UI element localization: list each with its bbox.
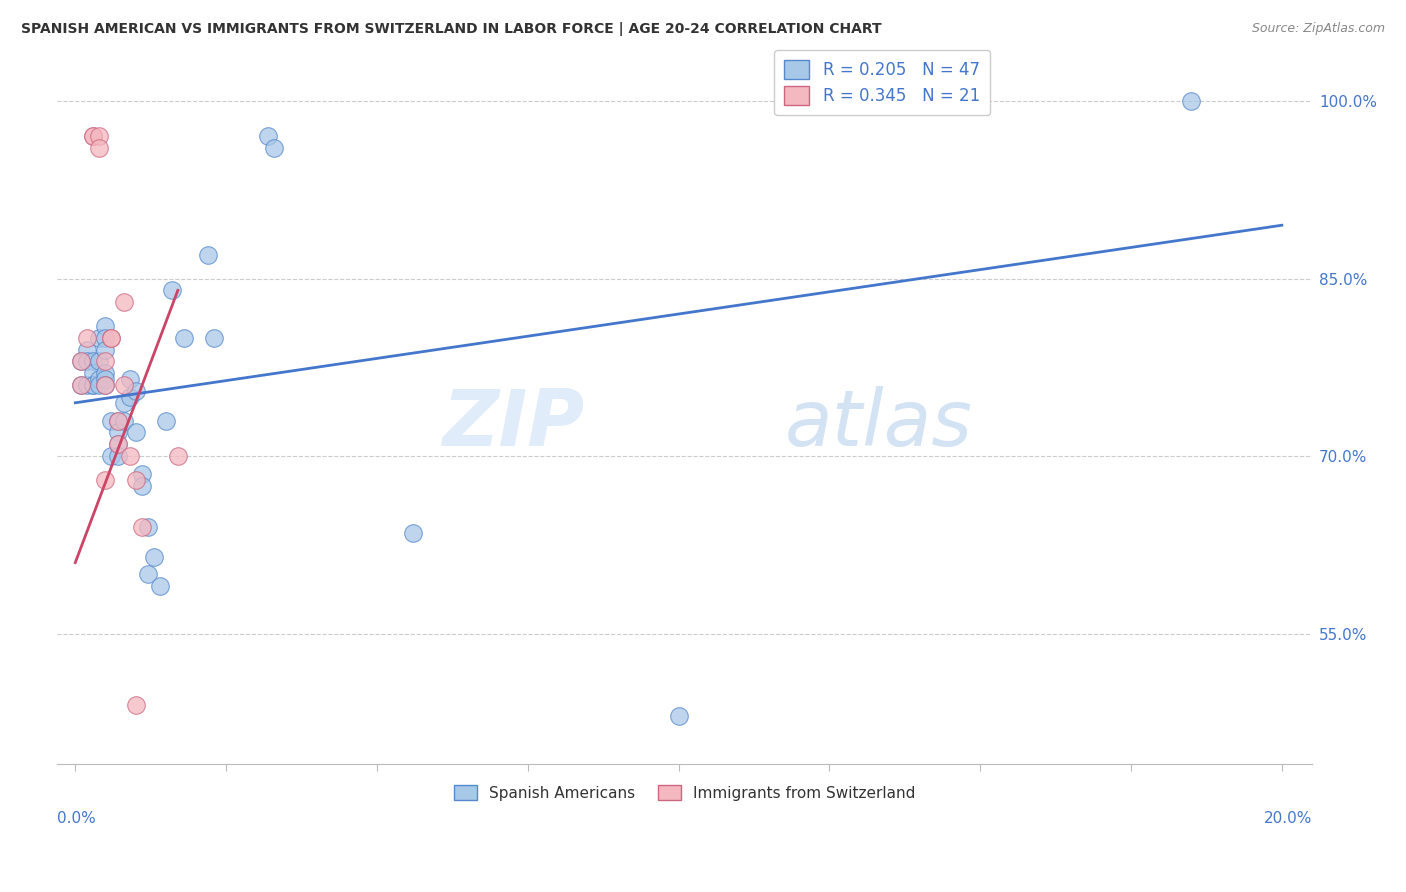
Point bbox=[82, 354, 104, 368]
Point bbox=[89, 331, 111, 345]
Point bbox=[173, 331, 195, 345]
Point bbox=[107, 413, 129, 427]
Point bbox=[124, 698, 146, 712]
Point bbox=[76, 378, 98, 392]
Point bbox=[70, 378, 93, 392]
Point bbox=[131, 520, 153, 534]
Point bbox=[107, 437, 129, 451]
Point bbox=[118, 390, 141, 404]
Point bbox=[100, 331, 122, 345]
Point bbox=[76, 354, 98, 368]
Point bbox=[124, 384, 146, 398]
Point bbox=[94, 318, 117, 333]
Point bbox=[94, 354, 117, 368]
Point bbox=[94, 331, 117, 345]
Point bbox=[82, 129, 104, 144]
Point bbox=[202, 331, 225, 345]
Point bbox=[155, 413, 177, 427]
Point bbox=[82, 366, 104, 380]
Point bbox=[82, 378, 104, 392]
Point bbox=[160, 283, 183, 297]
Point bbox=[668, 709, 690, 723]
Point bbox=[94, 473, 117, 487]
Point bbox=[70, 378, 93, 392]
Point bbox=[100, 331, 122, 345]
Text: 0.0%: 0.0% bbox=[58, 811, 96, 826]
Point bbox=[118, 449, 141, 463]
Point bbox=[89, 354, 111, 368]
Point bbox=[124, 473, 146, 487]
Text: Source: ZipAtlas.com: Source: ZipAtlas.com bbox=[1251, 22, 1385, 36]
Text: 20.0%: 20.0% bbox=[1264, 811, 1312, 826]
Point bbox=[89, 378, 111, 392]
Point bbox=[124, 425, 146, 440]
Point bbox=[76, 331, 98, 345]
Point bbox=[89, 129, 111, 144]
Point bbox=[1180, 94, 1202, 108]
Point bbox=[89, 141, 111, 155]
Text: ZIP: ZIP bbox=[441, 386, 585, 462]
Point bbox=[70, 354, 93, 368]
Point bbox=[263, 141, 285, 155]
Point bbox=[94, 366, 117, 380]
Point bbox=[107, 449, 129, 463]
Point bbox=[112, 378, 135, 392]
Point bbox=[89, 372, 111, 386]
Point bbox=[94, 378, 117, 392]
Point bbox=[131, 467, 153, 481]
Point bbox=[107, 425, 129, 440]
Point bbox=[142, 549, 165, 564]
Point bbox=[100, 449, 122, 463]
Text: SPANISH AMERICAN VS IMMIGRANTS FROM SWITZERLAND IN LABOR FORCE | AGE 20-24 CORRE: SPANISH AMERICAN VS IMMIGRANTS FROM SWIT… bbox=[21, 22, 882, 37]
Point bbox=[100, 413, 122, 427]
Point bbox=[94, 343, 117, 357]
Point bbox=[82, 378, 104, 392]
Point bbox=[76, 343, 98, 357]
Point bbox=[166, 449, 188, 463]
Point bbox=[149, 579, 172, 593]
Point bbox=[131, 478, 153, 492]
Point bbox=[402, 526, 425, 541]
Point bbox=[118, 372, 141, 386]
Point bbox=[136, 567, 159, 582]
Point bbox=[107, 437, 129, 451]
Point bbox=[112, 295, 135, 310]
Text: atlas: atlas bbox=[785, 386, 973, 462]
Point bbox=[197, 248, 219, 262]
Point bbox=[112, 413, 135, 427]
Point bbox=[94, 372, 117, 386]
Point bbox=[112, 396, 135, 410]
Legend: Spanish Americans, Immigrants from Switzerland: Spanish Americans, Immigrants from Switz… bbox=[447, 779, 921, 806]
Point bbox=[70, 354, 93, 368]
Point bbox=[257, 129, 280, 144]
Point bbox=[82, 129, 104, 144]
Point bbox=[107, 413, 129, 427]
Point bbox=[136, 520, 159, 534]
Point bbox=[94, 378, 117, 392]
